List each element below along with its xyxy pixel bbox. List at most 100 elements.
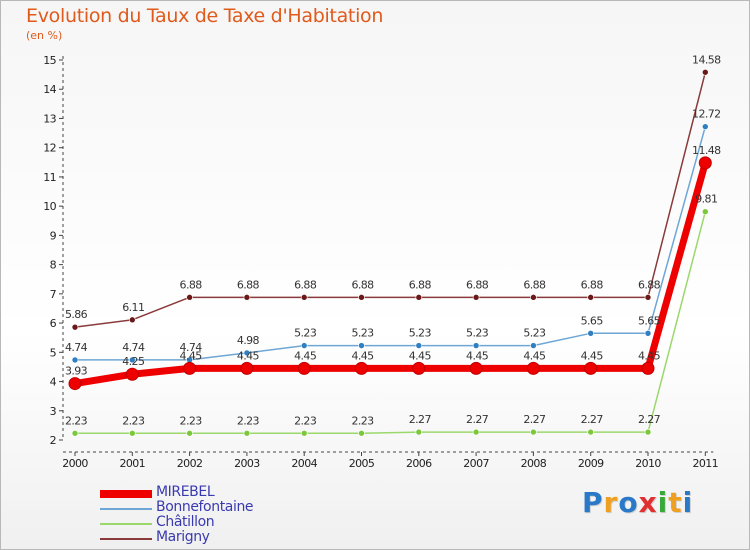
data-label: 6.88 xyxy=(180,278,203,291)
y-tick-label: 10 xyxy=(43,200,56,213)
data-point xyxy=(243,294,251,301)
data-point xyxy=(358,342,365,349)
data-point xyxy=(530,342,537,349)
data-point xyxy=(644,428,652,436)
data-label: 6.88 xyxy=(581,278,604,291)
data-point xyxy=(71,356,79,364)
legend-label: Bonnefontaine xyxy=(156,499,254,515)
series-layer xyxy=(68,68,712,437)
legend-label: Châtillon xyxy=(156,514,215,530)
data-point xyxy=(129,429,136,437)
data-point xyxy=(358,294,365,301)
y-tick-label: 2 xyxy=(50,434,56,447)
data-point xyxy=(526,361,540,375)
data-point xyxy=(243,429,251,437)
x-tick-label: 2008 xyxy=(521,457,547,470)
data-label: 5.86 xyxy=(65,308,88,321)
y-tick-label: 13 xyxy=(43,112,56,125)
data-label: 14.58 xyxy=(692,53,721,66)
chart-title: Evolution du Taux de Taxe d'Habitation xyxy=(26,5,384,27)
data-point xyxy=(125,367,139,381)
data-point xyxy=(300,429,308,437)
data-label: 4.45 xyxy=(237,349,260,362)
data-label: 5.23 xyxy=(466,327,489,340)
y-tick-label: 12 xyxy=(43,142,56,155)
data-label: 4.74 xyxy=(122,341,145,354)
data-label: 6.88 xyxy=(466,278,489,291)
data-label: 5.23 xyxy=(294,327,317,340)
x-tick-label: 2003 xyxy=(234,457,260,470)
data-label: 4.25 xyxy=(122,355,145,368)
data-label: 5.65 xyxy=(638,314,661,327)
data-label: 12.72 xyxy=(692,108,721,121)
data-label: 9.81 xyxy=(695,193,717,206)
y-tick-label: 5 xyxy=(50,346,57,359)
data-label: 2.23 xyxy=(294,414,317,427)
legend-swatch xyxy=(100,508,152,510)
data-label: 6.88 xyxy=(523,278,546,291)
data-point xyxy=(300,342,308,349)
data-point xyxy=(644,330,652,337)
data-point xyxy=(71,429,79,437)
x-tick-label: 2009 xyxy=(578,457,604,470)
series-line-bonnefontaine xyxy=(75,126,707,361)
data-point xyxy=(530,428,537,436)
data-label: 6.88 xyxy=(294,278,317,291)
data-label: 4.74 xyxy=(65,341,88,354)
data-point xyxy=(415,428,423,436)
data-label: 11.48 xyxy=(692,144,721,157)
data-point xyxy=(701,208,709,216)
data-label: 2.23 xyxy=(237,414,260,427)
y-tick-label: 7 xyxy=(50,288,57,301)
data-label: 6.88 xyxy=(351,278,374,291)
legend-swatch xyxy=(100,523,152,525)
x-tick-label: 2011 xyxy=(692,457,718,470)
data-label: 2.27 xyxy=(466,413,489,426)
data-label: 4.45 xyxy=(409,349,432,362)
x-tick-label: 2000 xyxy=(62,457,88,470)
data-point xyxy=(355,361,368,375)
data-point xyxy=(243,349,251,357)
data-label: 4.45 xyxy=(351,349,374,362)
data-point xyxy=(186,429,193,437)
x-tick-label: 2007 xyxy=(463,457,489,470)
legend-swatch xyxy=(100,538,152,540)
x-tick-label: 2001 xyxy=(119,457,145,470)
x-tick-label: 2002 xyxy=(177,457,203,470)
y-tick-label: 6 xyxy=(50,317,57,330)
data-point xyxy=(415,294,423,301)
data-point xyxy=(71,323,79,331)
data-point xyxy=(472,428,480,436)
data-label: 4.98 xyxy=(237,334,260,347)
data-point xyxy=(701,68,709,76)
data-point xyxy=(530,294,537,301)
data-point xyxy=(587,330,595,337)
data-point xyxy=(469,361,483,375)
legend-label: Marigny xyxy=(156,529,210,545)
data-point xyxy=(297,361,311,375)
x-tick-label: 2010 xyxy=(635,457,661,470)
y-tick-label: 8 xyxy=(50,259,57,272)
data-label: 6.88 xyxy=(237,278,260,291)
data-label: 4.45 xyxy=(180,349,203,362)
data-label: 5.23 xyxy=(351,327,374,340)
data-label: 2.27 xyxy=(523,413,546,426)
logo-letter: o xyxy=(618,486,639,519)
data-label: 2.23 xyxy=(351,414,374,427)
y-tick-label: 9 xyxy=(50,229,57,242)
data-point xyxy=(698,156,712,170)
data-label: 6.88 xyxy=(638,278,661,291)
data-label: 2.27 xyxy=(638,413,661,426)
axes: 2 3 4 5 6 7 8 9 10 11 12 13 14 15 2000 2001 2002 2003 2004… xyxy=(43,54,719,470)
data-point xyxy=(129,356,136,364)
data-point xyxy=(587,428,595,436)
data-point xyxy=(300,294,308,301)
proxiti-logo: Proxiti xyxy=(582,486,693,519)
data-point xyxy=(472,342,480,349)
data-label: 5.23 xyxy=(409,327,432,340)
data-point xyxy=(412,361,426,375)
data-label: 2.27 xyxy=(409,413,432,426)
data-label: 4.45 xyxy=(581,349,604,362)
